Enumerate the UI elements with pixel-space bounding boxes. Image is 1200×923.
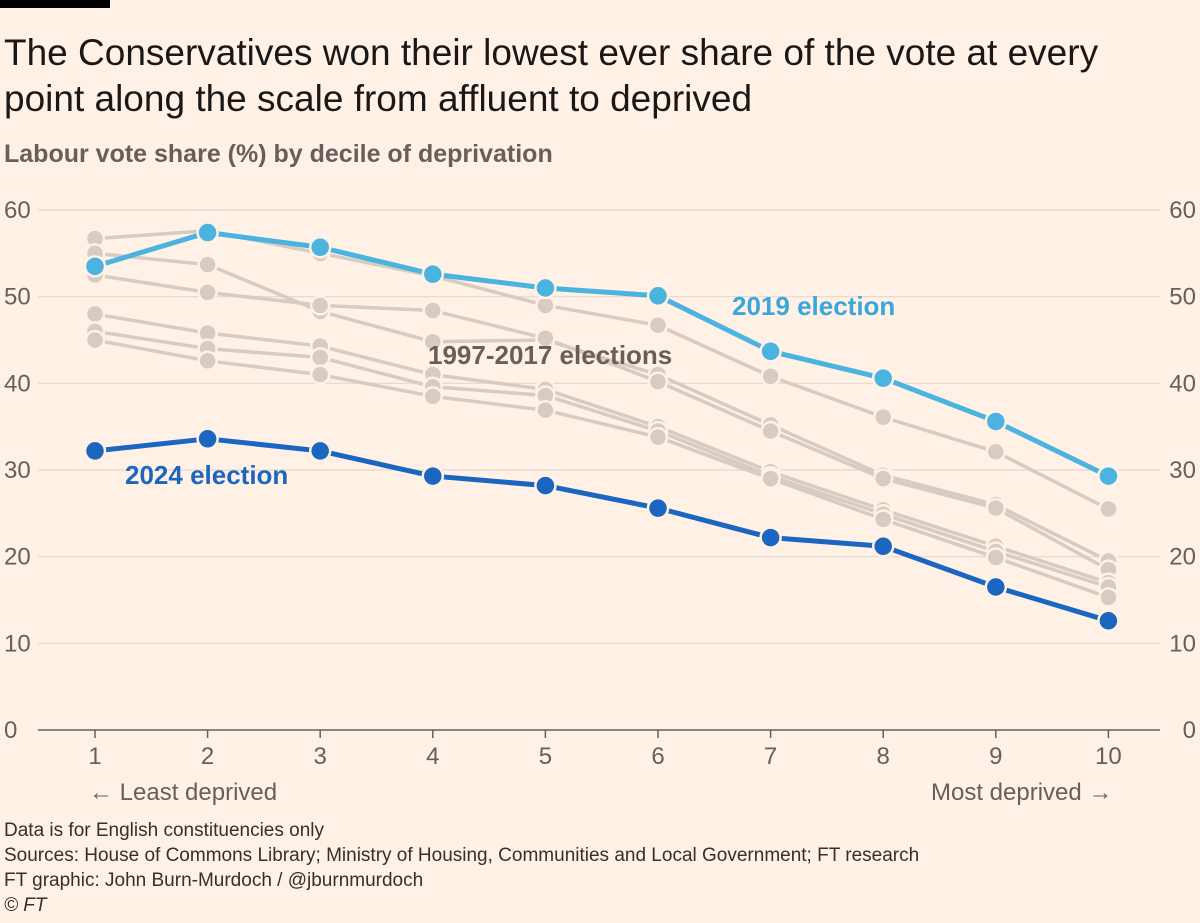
historic-data-point — [84, 303, 106, 325]
data-point-2019-election — [196, 221, 219, 244]
x-tick-label: 1 — [88, 743, 101, 770]
data-point-2019-election — [83, 255, 107, 278]
historic-data-point — [1098, 498, 1119, 520]
historic-data-point — [535, 328, 556, 349]
footer: Data is for English constituencies only … — [4, 818, 919, 918]
footer-note: Data is for English constituencies only — [4, 820, 324, 841]
data-point-2024-election — [871, 535, 895, 558]
footer-credit: FT graphic: John Burn-Murdoch / @jburnmu… — [4, 870, 424, 891]
data-point-2024-election — [984, 575, 1008, 599]
x-tick-label: 8 — [877, 743, 890, 770]
chart-title: The Conservatives won their lowest ever … — [4, 32, 1099, 119]
y-tick-left: 10 — [4, 630, 31, 657]
data-point-2019-election — [534, 276, 557, 300]
data-point-2024-election — [308, 439, 332, 463]
data-point-2024-election — [421, 464, 445, 488]
series-annotation-2019-election: 2019 election — [732, 291, 895, 321]
series-line-2024-election — [94, 436, 1110, 624]
historic-data-point — [872, 468, 894, 489]
series-annotation-2024-election: 2024 election — [125, 460, 288, 490]
historic-data-point — [422, 386, 444, 407]
y-tick-right: 10 — [1169, 630, 1196, 657]
y-tick-left: 60 — [4, 197, 31, 224]
historic-data-point — [1098, 587, 1119, 608]
historic-series-line — [94, 273, 1110, 572]
x-tick-label: 7 — [764, 743, 777, 770]
y-tick-right: 50 — [1169, 284, 1196, 311]
historic-data-point — [422, 300, 444, 321]
y-tick-right: 60 — [1169, 197, 1196, 224]
x-end-label-left: ← Least deprived — [89, 779, 277, 806]
historic-data-point — [872, 509, 894, 530]
x-tick-label: 3 — [314, 743, 327, 770]
historic-data-point — [647, 426, 669, 448]
data-point-2019-election — [646, 284, 670, 308]
y-tick-left: 50 — [4, 284, 31, 311]
footer-sources: Sources: House of Commons Library; Minis… — [4, 845, 920, 866]
historic-data-point — [84, 329, 106, 351]
historic-data-point — [197, 254, 218, 275]
historic-data-point — [985, 441, 1007, 463]
historic-series-line — [94, 251, 1110, 563]
chart-subtitle: Labour vote share (%) by decile of depri… — [4, 140, 553, 168]
x-tick-label: 9 — [989, 743, 1002, 770]
data-point-2024-election — [83, 439, 107, 463]
historic-data-point — [535, 399, 556, 421]
series-line-2019-election — [94, 230, 1110, 479]
historic-data-point — [985, 547, 1007, 568]
x-tick-label: 4 — [426, 743, 439, 770]
x-tick-label: 10 — [1095, 743, 1122, 770]
data-point-2019-election — [984, 410, 1008, 433]
data-point-2024-election — [646, 496, 670, 520]
data-point-2019-election — [759, 340, 782, 363]
data-point-2024-election — [1097, 609, 1120, 633]
historic-data-point — [647, 315, 669, 336]
data-point-2024-election — [196, 427, 219, 451]
historic-data-point — [760, 366, 781, 387]
y-tick-left: 20 — [4, 544, 31, 571]
y-tick-right: 30 — [1169, 457, 1196, 484]
historic-data-point — [872, 406, 894, 428]
x-tick-label: 5 — [539, 743, 552, 770]
historic-series-line — [94, 338, 1109, 600]
data-point-2024-election — [759, 526, 782, 549]
data-point-2019-election — [871, 366, 895, 390]
data-point-2019-election — [421, 262, 445, 286]
x-tick-label: 6 — [651, 743, 664, 770]
historic-data-point — [760, 468, 781, 489]
y-tick-right: 0 — [1183, 717, 1196, 744]
x-end-label-right: Most deprived → — [931, 779, 1112, 806]
historic-data-point — [760, 420, 781, 442]
historic-data-point — [647, 371, 669, 392]
historic-data-point — [422, 331, 444, 352]
y-tick-left: 40 — [4, 370, 31, 397]
historic-data-point — [309, 347, 331, 368]
y-tick-right: 20 — [1169, 544, 1196, 571]
historic-data-point — [309, 295, 331, 316]
historic-series-line — [94, 312, 1109, 585]
historic-series-line — [94, 329, 1109, 589]
y-tick-left: 0 — [4, 717, 17, 744]
data-point-2019-election — [1097, 464, 1120, 488]
historic-data-point — [309, 364, 331, 385]
series-annotation-1997-2017-elections: 1997-2017 elections — [428, 340, 672, 370]
data-point-2024-election — [534, 474, 557, 497]
historic-data-point — [985, 497, 1007, 519]
y-tick-left: 30 — [4, 457, 31, 484]
line-chart: 0 0 10 10 20 20 30 30 40 40 50 50 60 60 1 2 3 4 5 6 7 8 9 10 ← L… — [4, 197, 1196, 806]
footer-copyright: © FT — [4, 895, 47, 916]
historic-data-point — [197, 282, 218, 303]
historic-data-point — [197, 350, 218, 372]
x-tick-label: 2 — [201, 743, 214, 770]
ft-brand-bar — [0, 0, 110, 8]
data-point-2019-election — [308, 236, 332, 259]
y-tick-right: 40 — [1169, 370, 1196, 397]
